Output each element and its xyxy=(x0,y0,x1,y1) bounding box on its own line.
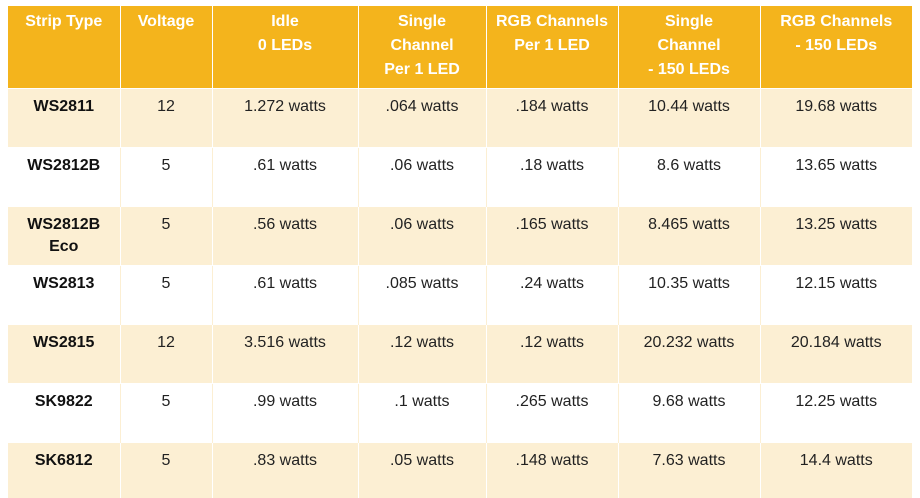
cell-single-150: 8.465 watts xyxy=(618,207,760,266)
cell-strip-type: WS2815 xyxy=(8,325,120,384)
header-idle: Idle 0 LEDs xyxy=(212,6,358,89)
cell-single-150: 20.232 watts xyxy=(618,325,760,384)
cell-idle: .56 watts xyxy=(212,207,358,266)
cell-single-150: 9.68 watts xyxy=(618,384,760,443)
cell-rgb-per-led: .265 watts xyxy=(486,384,618,443)
cell-rgb-per-led: .148 watts xyxy=(486,443,618,498)
page: Strip Type Voltage Idle 0 LEDs Single Ch… xyxy=(0,0,920,456)
cell-rgb-150: 19.68 watts xyxy=(760,89,912,148)
cell-rgb-150: 13.65 watts xyxy=(760,148,912,207)
table-row: SK6812 5 .83 watts .05 watts .148 watts … xyxy=(8,443,912,498)
cell-voltage: 5 xyxy=(120,207,212,266)
cell-voltage: 5 xyxy=(120,266,212,325)
table-header: Strip Type Voltage Idle 0 LEDs Single Ch… xyxy=(8,6,912,89)
cell-idle: .61 watts xyxy=(212,266,358,325)
cell-rgb-150: 13.25 watts xyxy=(760,207,912,266)
cell-rgb-per-led: .12 watts xyxy=(486,325,618,384)
cell-strip-type: SK6812 xyxy=(8,443,120,498)
table-body: WS2811 12 1.272 watts .064 watts .184 wa… xyxy=(8,89,912,498)
cell-rgb-150: 12.15 watts xyxy=(760,266,912,325)
table-row: WS2812B Eco 5 .56 watts .06 watts .165 w… xyxy=(8,207,912,266)
cell-single-150: 10.35 watts xyxy=(618,266,760,325)
cell-single-per-led: .1 watts xyxy=(358,384,486,443)
cell-rgb-per-led: .184 watts xyxy=(486,89,618,148)
cell-single-per-led: .12 watts xyxy=(358,325,486,384)
cell-strip-type: WS2812B Eco xyxy=(8,207,120,266)
header-rgb-per-led: RGB Channels Per 1 LED xyxy=(486,6,618,89)
header-rgb-150: RGB Channels - 150 LEDs xyxy=(760,6,912,89)
cell-voltage: 12 xyxy=(120,89,212,148)
table-row: WS2811 12 1.272 watts .064 watts .184 wa… xyxy=(8,89,912,148)
header-single-per-led: Single Channel Per 1 LED xyxy=(358,6,486,89)
cell-strip-type: WS2811 xyxy=(8,89,120,148)
cell-voltage: 12 xyxy=(120,325,212,384)
table-row: WS2815 12 3.516 watts .12 watts .12 watt… xyxy=(8,325,912,384)
cell-strip-type: WS2812B xyxy=(8,148,120,207)
header-row: Strip Type Voltage Idle 0 LEDs Single Ch… xyxy=(8,6,912,89)
cell-single-150: 10.44 watts xyxy=(618,89,760,148)
cell-rgb-150: 20.184 watts xyxy=(760,325,912,384)
table-row: SK9822 5 .99 watts .1 watts .265 watts 9… xyxy=(8,384,912,443)
cell-voltage: 5 xyxy=(120,384,212,443)
cell-rgb-per-led: .18 watts xyxy=(486,148,618,207)
cell-rgb-per-led: .24 watts xyxy=(486,266,618,325)
cell-rgb-150: 12.25 watts xyxy=(760,384,912,443)
header-strip-type: Strip Type xyxy=(8,6,120,89)
cell-idle: .99 watts xyxy=(212,384,358,443)
cell-single-per-led: .05 watts xyxy=(358,443,486,498)
table-row: WS2812B 5 .61 watts .06 watts .18 watts … xyxy=(8,148,912,207)
cell-strip-type: SK9822 xyxy=(8,384,120,443)
header-single-150: Single Channel - 150 LEDs xyxy=(618,6,760,89)
cell-idle: 1.272 watts xyxy=(212,89,358,148)
cell-voltage: 5 xyxy=(120,148,212,207)
led-power-table: Strip Type Voltage Idle 0 LEDs Single Ch… xyxy=(8,6,912,498)
cell-single-150: 7.63 watts xyxy=(618,443,760,498)
cell-single-per-led: .06 watts xyxy=(358,148,486,207)
cell-idle: 3.516 watts xyxy=(212,325,358,384)
cell-rgb-150: 14.4 watts xyxy=(760,443,912,498)
cell-single-per-led: .06 watts xyxy=(358,207,486,266)
cell-single-per-led: .064 watts xyxy=(358,89,486,148)
cell-voltage: 5 xyxy=(120,443,212,498)
table-row: WS2813 5 .61 watts .085 watts .24 watts … xyxy=(8,266,912,325)
cell-rgb-per-led: .165 watts xyxy=(486,207,618,266)
cell-single-per-led: .085 watts xyxy=(358,266,486,325)
cell-strip-type: WS2813 xyxy=(8,266,120,325)
cell-idle: .83 watts xyxy=(212,443,358,498)
header-voltage: Voltage xyxy=(120,6,212,89)
cell-idle: .61 watts xyxy=(212,148,358,207)
cell-single-150: 8.6 watts xyxy=(618,148,760,207)
